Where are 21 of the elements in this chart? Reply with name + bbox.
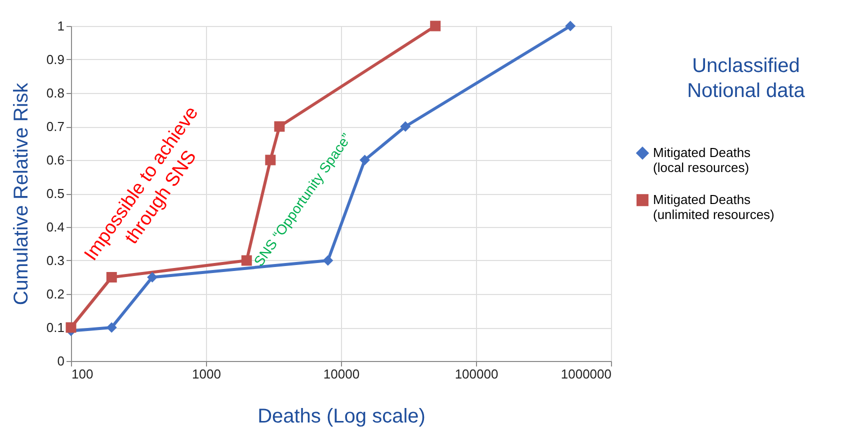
x-tick-label: 100 [72, 366, 94, 382]
x-tick-label: 1000000 [560, 366, 612, 382]
y-tick-label: 0.3 [46, 253, 64, 268]
y-tick-label: 0.2 [46, 286, 64, 302]
y-tick-label: 0.6 [46, 152, 64, 168]
x-axis-title: Deaths (Log scale) [258, 406, 426, 428]
y-tick-label: 0.5 [46, 186, 64, 201]
y-axis-title: Cumulative Relative Risk [10, 82, 32, 306]
y-tick-label: 0.9 [46, 52, 64, 67]
y-tick-label: 1 [57, 18, 64, 34]
legend-label: Mitigated Deaths (local resources) [653, 145, 752, 176]
y-tick-label: 0 [57, 354, 64, 368]
legend-label: Mitigated Deaths (unlimited resources) [653, 192, 774, 222]
text: Unclassified Notional data [687, 55, 806, 102]
y-tick-label: 0.4 [46, 220, 64, 234]
x-tick-label: 10000 [323, 366, 360, 382]
y-tick-label: 0.7 [46, 119, 64, 134]
x-tick-label: 100000 [454, 366, 498, 382]
y-tick-label: 0.8 [46, 86, 64, 100]
y-tick-label: 0.1 [46, 320, 64, 335]
x-tick-label: 1000 [192, 366, 221, 382]
